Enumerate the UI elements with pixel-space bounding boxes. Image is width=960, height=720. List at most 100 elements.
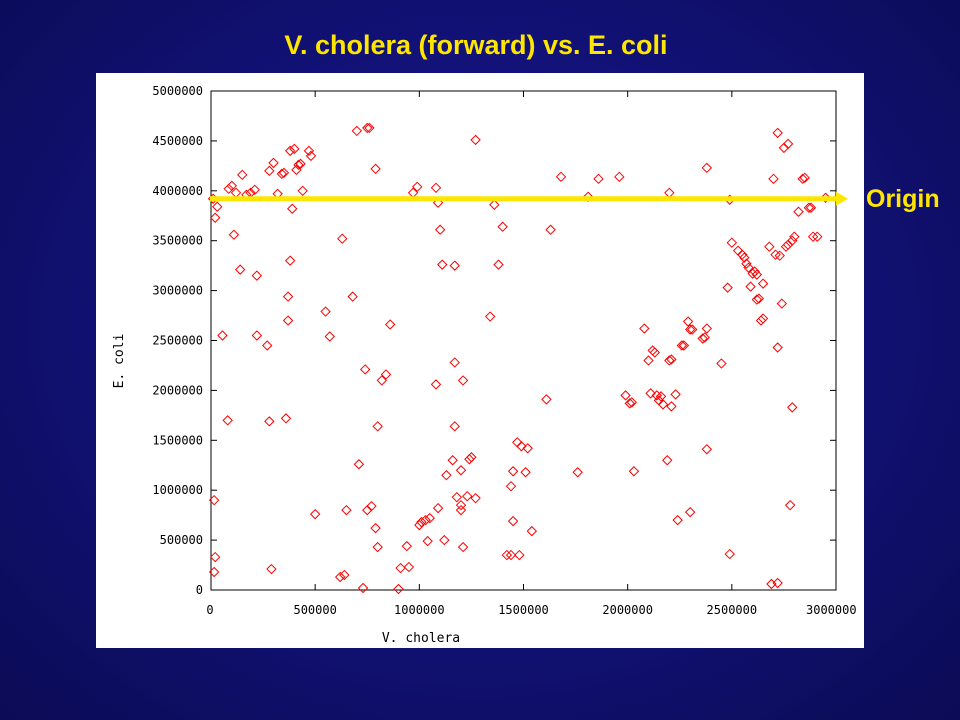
data-point bbox=[337, 233, 348, 244]
data-point bbox=[645, 388, 656, 399]
data-point bbox=[364, 122, 375, 134]
data-point bbox=[403, 561, 415, 573]
data-point bbox=[447, 455, 458, 466]
data-point bbox=[455, 504, 467, 516]
x-tick-label: 1000000 bbox=[394, 603, 445, 617]
data-point bbox=[284, 145, 296, 157]
data-point bbox=[651, 390, 663, 401]
data-point bbox=[741, 258, 752, 269]
data-point bbox=[670, 389, 681, 400]
data-point bbox=[212, 201, 223, 212]
origin-label: Origin bbox=[866, 185, 940, 213]
data-point bbox=[276, 168, 288, 180]
data-point bbox=[782, 239, 794, 250]
data-point bbox=[803, 202, 815, 213]
data-point bbox=[287, 203, 298, 214]
y-tick-label: 2500000 bbox=[152, 334, 203, 348]
data-point bbox=[739, 252, 750, 263]
data-point bbox=[420, 514, 431, 526]
data-point bbox=[787, 235, 798, 246]
data-point bbox=[293, 159, 304, 171]
y-axis-label: E. coli bbox=[112, 334, 127, 389]
data-point bbox=[797, 173, 808, 185]
data-point bbox=[434, 224, 446, 235]
data-point bbox=[341, 504, 352, 516]
y-tick-label: 4500000 bbox=[152, 134, 203, 148]
data-point bbox=[422, 535, 433, 547]
data-point bbox=[395, 562, 406, 574]
data-point bbox=[430, 182, 442, 194]
data-point bbox=[672, 514, 683, 526]
x-axis-ticks: 0 500000 1000000 1500000 2000000 2500000 30000… bbox=[206, 91, 857, 617]
data-point bbox=[282, 291, 294, 302]
data-point bbox=[716, 358, 727, 369]
data-point bbox=[449, 421, 460, 432]
data-point bbox=[699, 332, 710, 343]
data-point bbox=[207, 193, 219, 204]
data-point bbox=[359, 364, 371, 375]
slide-title: V. cholera (forward) vs. E. coli bbox=[284, 30, 668, 60]
data-point bbox=[241, 189, 252, 200]
data-point bbox=[784, 499, 796, 511]
data-point bbox=[664, 355, 675, 366]
data-point bbox=[624, 398, 635, 409]
data-point bbox=[789, 231, 800, 242]
data-point bbox=[324, 331, 335, 342]
data-point bbox=[697, 333, 708, 344]
data-point bbox=[701, 323, 713, 334]
data-point bbox=[309, 508, 321, 520]
data-point bbox=[793, 206, 804, 217]
data-point bbox=[662, 455, 673, 466]
data-point bbox=[684, 506, 696, 518]
plot-frame bbox=[210, 90, 837, 591]
data-point bbox=[268, 157, 279, 169]
data-point bbox=[664, 187, 675, 199]
data-point bbox=[280, 413, 292, 424]
data-point bbox=[757, 313, 769, 324]
data-point bbox=[376, 375, 388, 386]
data-point bbox=[284, 255, 296, 266]
data-point bbox=[251, 330, 263, 341]
data-point bbox=[582, 191, 594, 202]
data-point bbox=[593, 173, 604, 185]
data-point bbox=[655, 391, 667, 402]
data-point bbox=[755, 315, 767, 326]
data-point bbox=[209, 212, 221, 223]
data-point bbox=[303, 145, 315, 157]
data-point bbox=[484, 311, 496, 322]
data-points bbox=[207, 122, 831, 595]
data-point bbox=[507, 515, 519, 527]
data-point bbox=[305, 150, 317, 162]
data-point bbox=[787, 402, 798, 413]
data-point bbox=[805, 202, 817, 213]
data-point bbox=[751, 294, 763, 305]
data-point bbox=[526, 525, 538, 537]
data-point bbox=[776, 298, 788, 309]
data-point bbox=[295, 158, 306, 170]
x-axis-label: V. cholera bbox=[382, 631, 460, 646]
data-point bbox=[620, 390, 631, 401]
data-point bbox=[701, 162, 713, 174]
data-point bbox=[455, 499, 467, 511]
data-point bbox=[237, 169, 248, 181]
data-point bbox=[334, 571, 346, 583]
data-point bbox=[339, 569, 350, 581]
data-point bbox=[234, 264, 246, 275]
data-point bbox=[614, 171, 625, 183]
data-point bbox=[297, 185, 308, 197]
data-point bbox=[737, 249, 748, 260]
data-point bbox=[782, 138, 794, 150]
data-point bbox=[751, 269, 763, 280]
data-point bbox=[222, 415, 233, 426]
data-point bbox=[505, 481, 517, 492]
data-point bbox=[753, 293, 765, 304]
data-point bbox=[541, 394, 552, 405]
data-point bbox=[366, 500, 377, 512]
data-point bbox=[820, 192, 831, 203]
data-point bbox=[370, 522, 381, 534]
x-tick-label: 1500000 bbox=[498, 603, 549, 617]
data-point bbox=[470, 134, 481, 146]
y-tick-label: 5000000 bbox=[152, 84, 203, 98]
data-point bbox=[432, 197, 444, 208]
data-point bbox=[412, 181, 423, 193]
